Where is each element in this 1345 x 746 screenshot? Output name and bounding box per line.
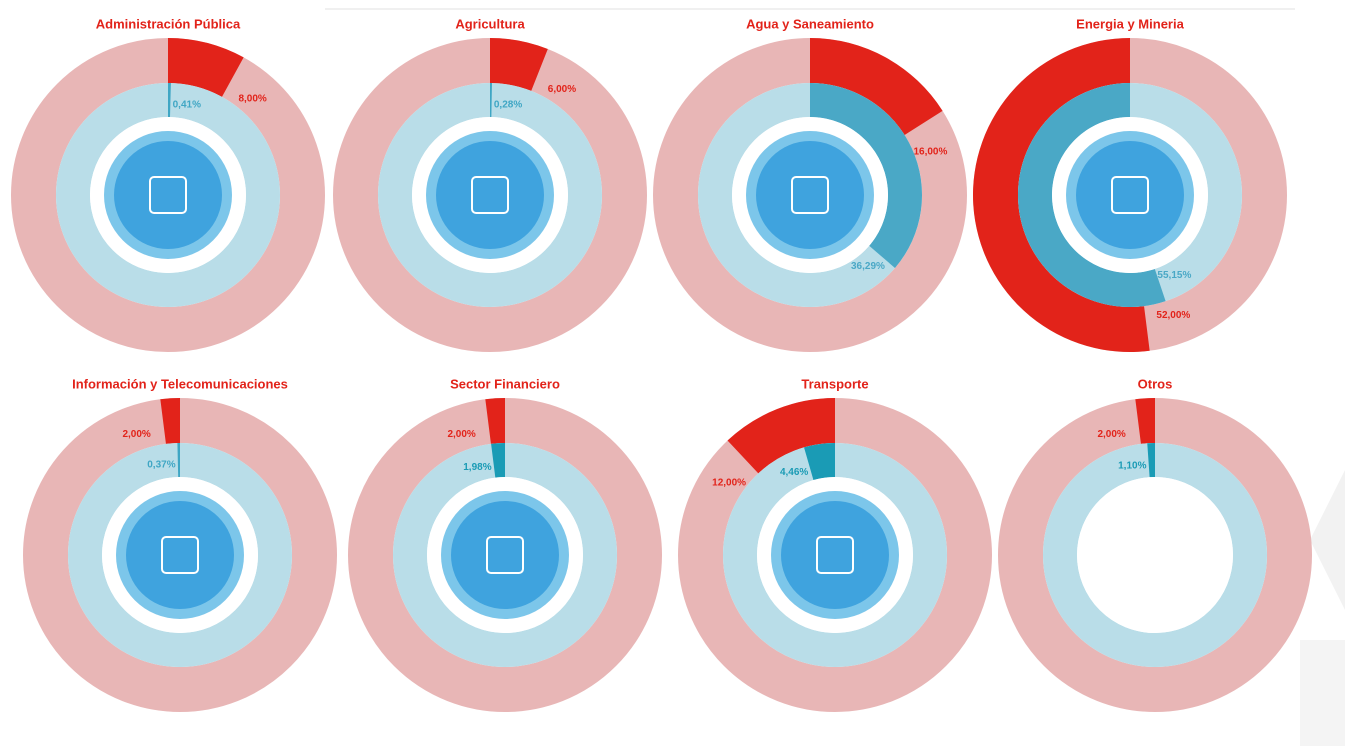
ring-segment <box>485 398 505 444</box>
value-label: 12,00% <box>712 478 746 489</box>
ring-segment <box>160 398 180 444</box>
icon-glyph <box>161 536 199 574</box>
ring-segment <box>972 38 1150 352</box>
ring-segment <box>727 398 835 474</box>
value-label: 36,29% <box>851 261 885 272</box>
icon <box>114 141 222 249</box>
icon-glyph <box>816 536 854 574</box>
ring-segment <box>1018 83 1166 307</box>
chart-title: Agricultura <box>455 16 525 31</box>
ring-segment <box>490 83 492 118</box>
chart-title: Otros <box>1138 376 1173 391</box>
icon-glyph <box>791 176 829 214</box>
chart-title: Administración Pública <box>96 16 241 31</box>
value-label: 55,15% <box>1157 270 1191 281</box>
value-label: 8,00% <box>238 94 266 105</box>
ring-segment <box>810 38 943 135</box>
ring-segment <box>168 38 244 97</box>
decoration <box>1300 640 1345 746</box>
value-label: 4,46% <box>780 467 808 478</box>
decoration <box>1310 470 1345 610</box>
ring-segment <box>168 83 171 118</box>
chart-title: Sector Financiero <box>450 376 560 391</box>
icon <box>781 501 889 609</box>
ring-segment <box>490 38 548 91</box>
ring-segment <box>1147 443 1155 478</box>
chart-title: Energia y Mineria <box>1076 16 1184 31</box>
icon <box>1076 141 1184 249</box>
value-label: 2,00% <box>1097 429 1125 440</box>
value-label: 52,00% <box>1156 310 1190 321</box>
ring-segment <box>1135 398 1155 444</box>
value-label: 0,41% <box>173 100 201 111</box>
ring-segment <box>804 443 835 481</box>
chart-title: Agua y Saneamiento <box>746 16 874 31</box>
ring-segment <box>810 83 923 268</box>
chart-title: Información y Telecomunicaciones <box>72 376 288 391</box>
icon-glyph <box>486 536 524 574</box>
icon-glyph <box>1111 176 1149 214</box>
icon <box>451 501 559 609</box>
value-label: 2,00% <box>122 429 150 440</box>
icon <box>126 501 234 609</box>
chart-title: Transporte <box>801 376 868 391</box>
icon-glyph <box>149 176 187 214</box>
ring-segment <box>177 443 180 478</box>
value-label: 1,98% <box>463 462 491 473</box>
value-label: 16,00% <box>913 146 947 157</box>
icon <box>436 141 544 249</box>
value-label: 0,28% <box>494 99 522 110</box>
center-hole <box>1077 477 1233 633</box>
ring-segment <box>491 443 505 478</box>
icon <box>756 141 864 249</box>
value-label: 0,37% <box>147 460 175 471</box>
icon-glyph <box>471 176 509 214</box>
value-label: 1,10% <box>1118 460 1146 471</box>
value-label: 2,00% <box>447 429 475 440</box>
value-label: 6,00% <box>548 84 576 95</box>
